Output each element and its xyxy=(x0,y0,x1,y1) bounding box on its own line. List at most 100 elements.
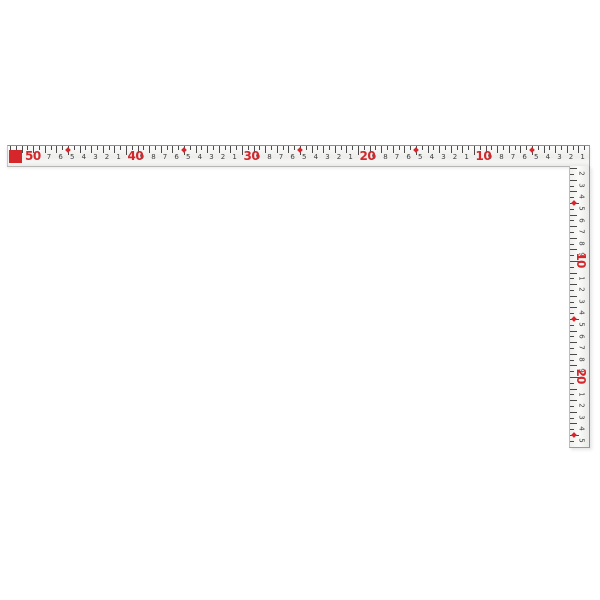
half-cm-tick xyxy=(247,146,249,150)
cm-tick xyxy=(570,226,577,228)
unit-digit-label: 6 xyxy=(290,153,295,161)
half-cm-tick xyxy=(570,394,574,396)
unit-digit-label: 6 xyxy=(522,153,527,161)
half-cm-tick xyxy=(398,146,400,150)
half-cm-tick xyxy=(189,146,191,150)
cm-tick xyxy=(543,146,545,153)
unit-digit-label: 2 xyxy=(577,171,586,176)
five-cm-diamond-mark xyxy=(297,146,303,153)
unit-digit-label: 4 xyxy=(313,153,319,161)
cm-tick xyxy=(570,411,577,413)
half-cm-tick xyxy=(85,146,87,150)
unit-digit-label: 7 xyxy=(162,153,168,161)
half-cm-tick xyxy=(584,146,586,150)
unit-digit-label: 1 xyxy=(580,153,585,161)
unit-digit-label: 2 xyxy=(577,287,586,292)
half-cm-tick xyxy=(570,313,574,315)
cm-tick xyxy=(253,146,255,153)
tens-label-red: 20 xyxy=(574,368,588,384)
five-cm-diamond-mark xyxy=(181,146,187,153)
unit-digit-label: 3 xyxy=(577,183,586,188)
cm-tick xyxy=(566,146,568,153)
half-cm-tick xyxy=(468,146,470,150)
cm-tick xyxy=(570,214,577,216)
unit-digit-label: 6 xyxy=(174,153,179,161)
half-cm-tick xyxy=(570,429,574,431)
half-cm-tick xyxy=(570,278,574,280)
tens-label-red: 40 xyxy=(127,149,144,163)
half-cm-tick xyxy=(27,146,29,150)
unit-digit-label: 2 xyxy=(577,403,586,408)
half-cm-tick xyxy=(445,146,446,150)
unit-digit-label: 8 xyxy=(577,241,586,246)
cm-tick xyxy=(450,146,452,153)
cm-tick xyxy=(172,146,174,153)
cm-tick xyxy=(570,342,577,344)
cm-tick xyxy=(570,365,577,367)
cm-tick xyxy=(137,146,139,153)
half-cm-tick xyxy=(570,324,574,326)
unit-digit-label: 9 xyxy=(255,153,261,161)
half-cm-tick xyxy=(570,197,574,199)
unit-digit-label: 5 xyxy=(70,153,75,161)
half-cm-tick xyxy=(305,146,307,150)
cm-tick xyxy=(570,272,577,274)
half-cm-tick xyxy=(15,146,17,150)
cm-tick xyxy=(334,146,336,153)
half-cm-tick xyxy=(570,208,574,210)
unit-digit-label: 5 xyxy=(186,153,191,161)
cm-tick xyxy=(265,146,267,153)
cm-tick xyxy=(369,146,371,153)
unit-digit-label: 3 xyxy=(577,299,586,304)
cm-tick xyxy=(102,146,104,153)
half-cm-tick xyxy=(549,146,551,150)
unit-digit-label: 4 xyxy=(197,153,203,161)
half-cm-tick xyxy=(352,146,354,150)
half-cm-tick xyxy=(236,146,238,150)
cm-tick xyxy=(392,146,394,153)
half-cm-tick xyxy=(570,348,574,349)
half-cm-tick xyxy=(73,146,75,150)
half-cm-tick xyxy=(537,146,539,150)
cm-tick xyxy=(311,146,313,153)
half-cm-tick xyxy=(143,146,145,150)
half-cm-tick xyxy=(421,146,423,150)
tens-label-red: 10 xyxy=(574,252,588,268)
unit-digit-label: 7 xyxy=(510,153,516,161)
half-cm-tick xyxy=(570,382,574,384)
cm-tick xyxy=(462,146,464,153)
cm-tick xyxy=(439,146,441,153)
half-cm-tick xyxy=(224,146,226,150)
half-cm-tick xyxy=(570,417,574,419)
half-cm-tick xyxy=(570,359,574,361)
half-cm-tick xyxy=(259,146,261,150)
half-cm-tick xyxy=(561,146,562,150)
half-cm-tick xyxy=(456,146,458,150)
half-cm-tick xyxy=(131,146,133,150)
half-cm-tick xyxy=(570,185,574,187)
cm-tick xyxy=(474,146,475,155)
cm-tick xyxy=(230,146,232,153)
unit-digit-label: 7 xyxy=(577,229,586,234)
unit-digit-label: 8 xyxy=(499,153,504,161)
half-cm-tick xyxy=(410,146,412,150)
unit-digit-label: 1 xyxy=(577,391,586,397)
unit-digit-label: 4 xyxy=(545,153,551,161)
half-cm-tick xyxy=(363,146,365,150)
unit-digit-label: 4 xyxy=(429,153,435,161)
half-cm-tick xyxy=(514,146,516,150)
half-cm-tick xyxy=(570,174,574,175)
half-cm-tick xyxy=(570,406,574,407)
half-cm-tick xyxy=(62,146,64,150)
cm-tick xyxy=(570,400,577,402)
cm-tick xyxy=(323,146,325,153)
cm-tick xyxy=(570,284,577,286)
half-cm-tick xyxy=(570,255,574,257)
five-cm-diamond-mark xyxy=(570,316,577,322)
tens-label-red: 30 xyxy=(243,149,260,163)
unit-digit-label: 1 xyxy=(348,153,353,161)
half-cm-tick xyxy=(39,146,40,150)
unit-digit-label: 4 xyxy=(577,426,586,432)
